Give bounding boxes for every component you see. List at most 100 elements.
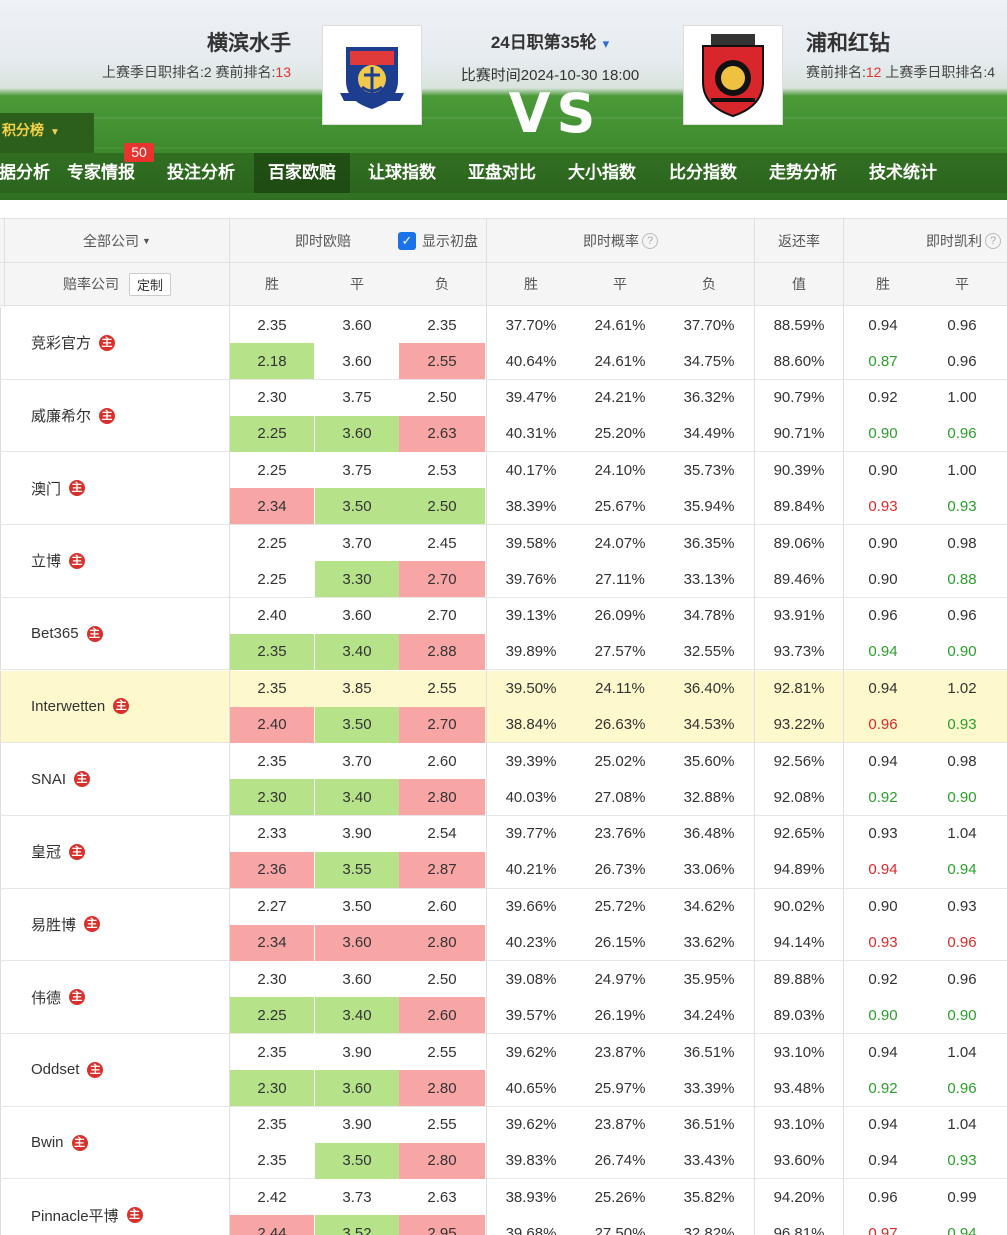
company-name-cell[interactable]: 立博主 [0,525,229,597]
nav-tab-8[interactable]: 走势分析 [769,163,837,182]
live-odds-cell: 3.30 [315,561,399,598]
company-name-cell[interactable]: Bwin 主 [0,1106,229,1179]
help-icon[interactable]: ? [642,232,658,249]
company-name-cell[interactable]: 伟德主 [0,961,229,1033]
away-team-logo[interactable] [683,25,783,125]
initial-odds-cell: 3.73 [342,1188,372,1206]
home-marker-icon: 主 [99,334,116,351]
company-row[interactable]: Pinnacle平博主 2.42 3.73 2.63 38.93% 25.26% 35.82… [0,1179,1007,1235]
nav-tab-1[interactable]: 专家情报 [67,163,135,182]
company-row[interactable]: 威廉希尔主 2.30 3.75 2.50 39.47% 24.21% 36.32% 90.79… [0,379,1007,453]
live-odds-cell: 89.46% [773,570,825,588]
help-icon[interactable]: ? [985,232,1001,249]
live-odds-cell: 33.13% [683,570,735,588]
live-odds-cell: 0.93 [868,497,898,515]
company-row[interactable]: 皇冠主 2.33 3.90 2.54 39.77% 23.76% 36.48% 92.65% 0… [0,815,1007,889]
live-odds-cell: 34.53% [683,716,735,733]
live-odds-cell: 96.81% [773,1224,825,1235]
nav-tab-6[interactable]: 大小指数 [568,163,636,182]
live-odds-cell: 0.96 [947,934,977,952]
nav-tab-4[interactable]: 让球指数 [368,163,436,182]
initial-odds-cell: 24.07% [594,534,646,552]
home-team-logo[interactable] [322,25,422,125]
nav-tab-0[interactable]: 数据分析 [0,163,50,182]
company-row[interactable]: Bwin 主 2.35 3.90 2.55 39.62% 23.87% 36.51% 93.10… [0,1106,1007,1180]
customize-button[interactable]: 定制 [128,272,171,296]
initial-odds-cell: 88.59% [773,316,825,334]
company-row[interactable]: Bet365 主 2.40 3.60 2.70 39.13% 26.09% 34.78% 93.… [0,597,1007,671]
initial-odds-cell: 90.79% [773,389,825,407]
company-name-cell[interactable]: 竞彩官方主 [0,307,229,379]
away-team-name[interactable]: 浦和红钻 [806,32,890,55]
initial-odds-cell: 35.60% [683,752,735,770]
live-odds-cell: 3.40 [315,633,399,670]
live-odds-cell: 3.40 [315,997,399,1034]
company-name-cell[interactable]: SNAI 主 [0,743,229,815]
home-team-name[interactable]: 横滨水手 [207,32,291,55]
nav-tab-7[interactable]: 比分指数 [669,163,737,182]
initial-odds-cell: 39.77% [505,825,557,843]
company-name-cell[interactable]: 易胜博主 [0,888,229,961]
company-row[interactable]: SNAI 主 2.35 3.70 2.60 39.39% 25.02% 35.60% 92.56… [0,743,1007,816]
initial-odds-cell: 3.85 [342,680,372,697]
initial-odds-cell: 2.27 [257,898,287,916]
initial-odds-cell: 39.66% [505,898,557,916]
live-odds-cell: 0.94 [947,861,977,879]
home-team-rank: 上赛季日职排名:2 赛前排名:13 [102,62,291,82]
company-row[interactable]: 立博主 2.25 3.70 2.45 39.58% 24.07% 36.35% 89.06% 0… [0,525,1007,598]
company-name-cell[interactable]: 皇冠主 [0,815,229,888]
initial-odds-cell: 25.72% [594,898,646,916]
live-odds-cell: 39.76% [505,570,557,588]
initial-odds-cell: 0.98 [947,534,977,552]
nav-tab-2[interactable]: 投注分析 [167,163,235,182]
company-name-cell[interactable]: Interwetten 主 [0,670,229,743]
company-row[interactable]: Oddset 主 2.35 3.90 2.55 39.62% 23.87% 36.51% 93.… [0,1034,1007,1107]
company-name-cell[interactable]: Pinnacle平博主 [0,1179,229,1235]
live-odds-cell: 2.25 [230,415,314,452]
sub-header-1: 平 [350,276,364,292]
live-odds-cell: 0.94 [868,861,898,879]
live-odds-cell: 33.62% [683,934,735,952]
initial-odds-cell: 2.42 [257,1188,287,1206]
company-row[interactable]: 竞彩官方主 2.35 3.60 2.35 37.70% 24.61% 37.70% 88.59… [0,307,1007,380]
live-odds-cell: 93.73% [773,643,825,661]
initial-odds-cell: 35.73% [683,461,735,479]
initial-odds-cell: 40.17% [505,461,557,479]
checkbox-checked-icon[interactable]: ✓ [398,231,416,250]
live-odds-cell: 2.18 [230,343,314,379]
nav-tab-9[interactable]: 技术统计 [869,163,937,182]
show-initial-toggle[interactable]: ✓ 显示初盘 [390,219,486,262]
initial-odds-cell: 36.32% [683,389,735,407]
initial-odds-cell: 2.35 [257,680,287,697]
company-name: 皇冠 [31,844,62,862]
company-row[interactable]: 易胜博主 2.27 3.50 2.60 39.66% 25.72% 34.62% 90.02%… [0,888,1007,962]
company-name-cell[interactable]: 澳门主 [0,452,229,525]
live-odds-cell: 39.89% [505,643,557,661]
live-odds-cell: 3.60 [315,415,399,452]
initial-odds-cell: 3.75 [342,461,372,479]
live-odds-cell: 0.93 [947,497,977,515]
nav-tab-3[interactable]: 百家欧赔 [254,153,350,193]
company-name-cell[interactable]: Oddset 主 [0,1034,229,1106]
live-odds-cell: 40.03% [505,788,557,806]
initial-odds-cell: 0.92 [868,389,898,407]
live-odds-cell: 25.97% [594,1079,646,1097]
initial-odds-cell: 2.33 [257,825,287,843]
match-header: 横滨水手 上赛季日职排名:2 赛前排名:13 24日职第35轮 ▾ 比赛时间202… [0,0,1007,200]
company-name-cell[interactable]: 威廉希尔主 [0,379,229,452]
initial-odds-cell: 0.90 [868,898,898,916]
initial-odds-cell: 37.70% [505,316,557,334]
company-name-cell[interactable]: Bet365 主 [0,597,229,670]
company-row[interactable]: Interwetten 主 2.35 3.85 2.55 39.50% 24.11% 36.4… [0,670,1007,744]
standings-dropdown[interactable]: 积分榜 ▼ [0,113,94,153]
round-selector[interactable]: 24日职第35轮 ▾ [440,28,660,53]
company-name: 伟德 [31,989,62,1007]
nav-tab-5[interactable]: 亚盘对比 [468,163,536,182]
company-row[interactable]: 澳门主 2.25 3.75 2.53 40.17% 24.10% 35.73% 90.39% 0… [0,452,1007,526]
company-filter-dropdown[interactable]: 全部公司 ▼ [4,219,230,262]
company-row[interactable]: 伟德主 2.30 3.60 2.50 39.08% 24.97% 35.95% 89.88% 0… [0,961,1007,1034]
initial-odds-cell: 0.93 [947,898,977,916]
live-odds-cell: 3.50 [315,488,399,525]
live-odds-cell: 93.48% [773,1079,825,1097]
live-odds-cell: 0.94 [868,643,898,661]
